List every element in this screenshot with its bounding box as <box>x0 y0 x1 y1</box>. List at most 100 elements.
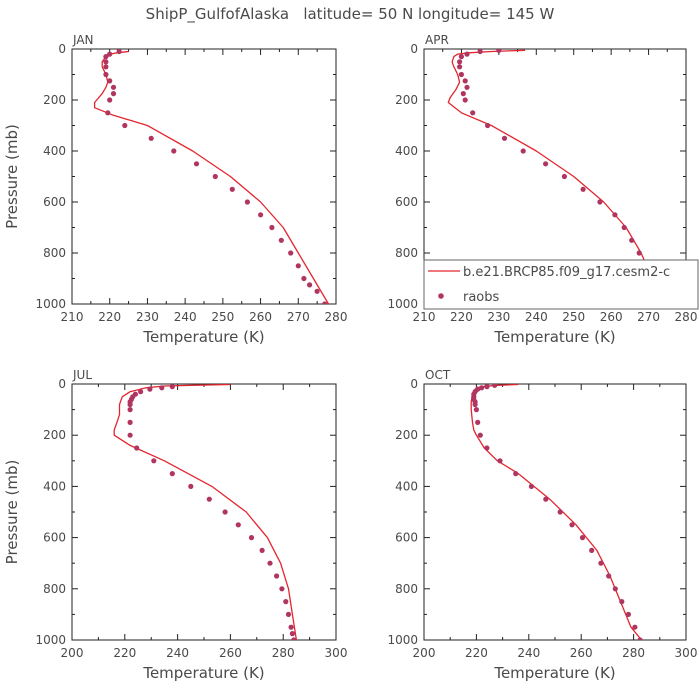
raob-point <box>597 199 603 205</box>
raob-point <box>457 59 463 65</box>
raob-point <box>188 483 194 489</box>
raob-point <box>285 611 292 618</box>
raob-point <box>543 496 549 502</box>
raob-point <box>110 91 117 97</box>
raob-point <box>259 547 265 554</box>
raob-point <box>557 509 563 515</box>
x-tick-label: 200 <box>413 646 436 660</box>
raob-point <box>151 458 157 464</box>
raob-point <box>457 64 463 70</box>
raob-point <box>462 97 468 103</box>
raob-point <box>464 84 470 90</box>
raob-point <box>169 384 175 390</box>
raob-point <box>127 432 133 438</box>
raob-point <box>171 148 177 154</box>
y-tick-label: 400 <box>395 479 418 493</box>
y-tick-label: 0 <box>58 42 66 56</box>
raob-point <box>103 54 109 60</box>
raob-point <box>528 483 535 489</box>
raob-point <box>134 445 140 451</box>
raob-point <box>107 78 113 84</box>
raob-point <box>458 54 464 60</box>
y-tick-label: 400 <box>43 144 66 158</box>
raob-point <box>107 97 113 103</box>
raob-point <box>278 237 284 243</box>
raob-point <box>619 599 625 605</box>
y-tick-label: 400 <box>43 479 66 493</box>
raob-point <box>206 496 212 502</box>
raob-point <box>475 419 481 425</box>
raob-point <box>103 59 109 65</box>
y-tick-label: 1000 <box>387 633 418 647</box>
x-tick-label: 210 <box>61 310 84 324</box>
x-axis-label: Temperature (K) <box>142 328 264 346</box>
x-tick-label: 260 <box>600 310 623 324</box>
x-tick-label: 270 <box>637 310 660 324</box>
legend-box <box>423 259 699 310</box>
raob-point <box>127 419 133 425</box>
x-tick-label: 240 <box>525 310 548 324</box>
raob-point <box>496 49 502 53</box>
plot-data <box>93 49 330 304</box>
raob-point <box>103 71 109 78</box>
x-tick-label: 220 <box>113 646 136 660</box>
raob-point <box>110 84 117 90</box>
raob-point <box>458 71 464 78</box>
x-tick-label: 260 <box>219 646 242 660</box>
model-line <box>93 50 330 304</box>
raob-point <box>116 49 122 55</box>
figure-title: ShipP_GulfofAlaska latitude= 50 N longit… <box>146 5 555 24</box>
x-tick-label: 220 <box>465 646 488 660</box>
raob-point <box>291 637 297 640</box>
chart-panels: JAN 210 220 230 240 250 260 270 280 0 200 400 600 800… <box>3 33 699 682</box>
raob-point <box>629 237 635 243</box>
y-tick-label: 800 <box>395 582 418 596</box>
plot-data <box>113 384 298 640</box>
raob-point <box>473 407 479 413</box>
panel-label: APR <box>425 33 449 47</box>
raob-point <box>289 631 295 637</box>
plot-frame <box>423 383 687 641</box>
raob-point <box>288 624 294 630</box>
x-axis-label: Temperature (K) <box>142 664 264 682</box>
x-tick-label: 250 <box>211 310 234 324</box>
panel-label: OCT <box>425 368 451 382</box>
raob-point <box>138 389 144 395</box>
raob-point <box>148 135 154 141</box>
raob-point <box>301 275 307 282</box>
raob-point <box>244 199 250 205</box>
y-axis-label: Pressure (mb) <box>3 460 21 565</box>
y-tick-label: 600 <box>395 195 418 209</box>
y-tick-label: 0 <box>410 377 418 391</box>
raob-point <box>307 282 313 288</box>
y-tick-label: 400 <box>395 144 418 158</box>
plot-data <box>470 384 643 640</box>
y-tick-label: 0 <box>410 42 418 56</box>
y-tick-label: 800 <box>43 582 66 596</box>
raob-point <box>258 212 264 218</box>
raob-point <box>598 560 604 566</box>
y-tick-label: 0 <box>58 377 66 391</box>
raob-point <box>159 385 165 391</box>
x-tick-label: 280 <box>622 646 645 660</box>
raob-point <box>229 186 235 192</box>
panel-jan: JAN 210 220 230 240 250 260 270 280 0 200 400 600 800… <box>3 33 347 346</box>
panel-oct: OCT 200 220 240 260 280 300 0 200 400 600 800 1000 Te… <box>387 368 697 682</box>
x-axis-label: Temperature (K) <box>493 664 615 682</box>
x-tick-label: 210 <box>413 310 436 324</box>
raob-point <box>322 301 328 304</box>
raob-point <box>122 122 128 129</box>
raob-point <box>497 458 503 464</box>
raob-point <box>561 173 568 180</box>
x-tick-label: 230 <box>136 310 159 324</box>
raob-point <box>520 148 526 154</box>
raob-point <box>477 432 483 438</box>
raob-point <box>464 51 470 57</box>
y-tick-label: 200 <box>395 93 418 107</box>
raob-point <box>103 64 109 70</box>
x-tick-label: 250 <box>562 310 585 324</box>
panel-label: JUL <box>72 368 92 382</box>
raob-point <box>279 586 285 592</box>
x-tick-label: 280 <box>325 310 348 324</box>
y-tick-label: 600 <box>395 531 418 545</box>
